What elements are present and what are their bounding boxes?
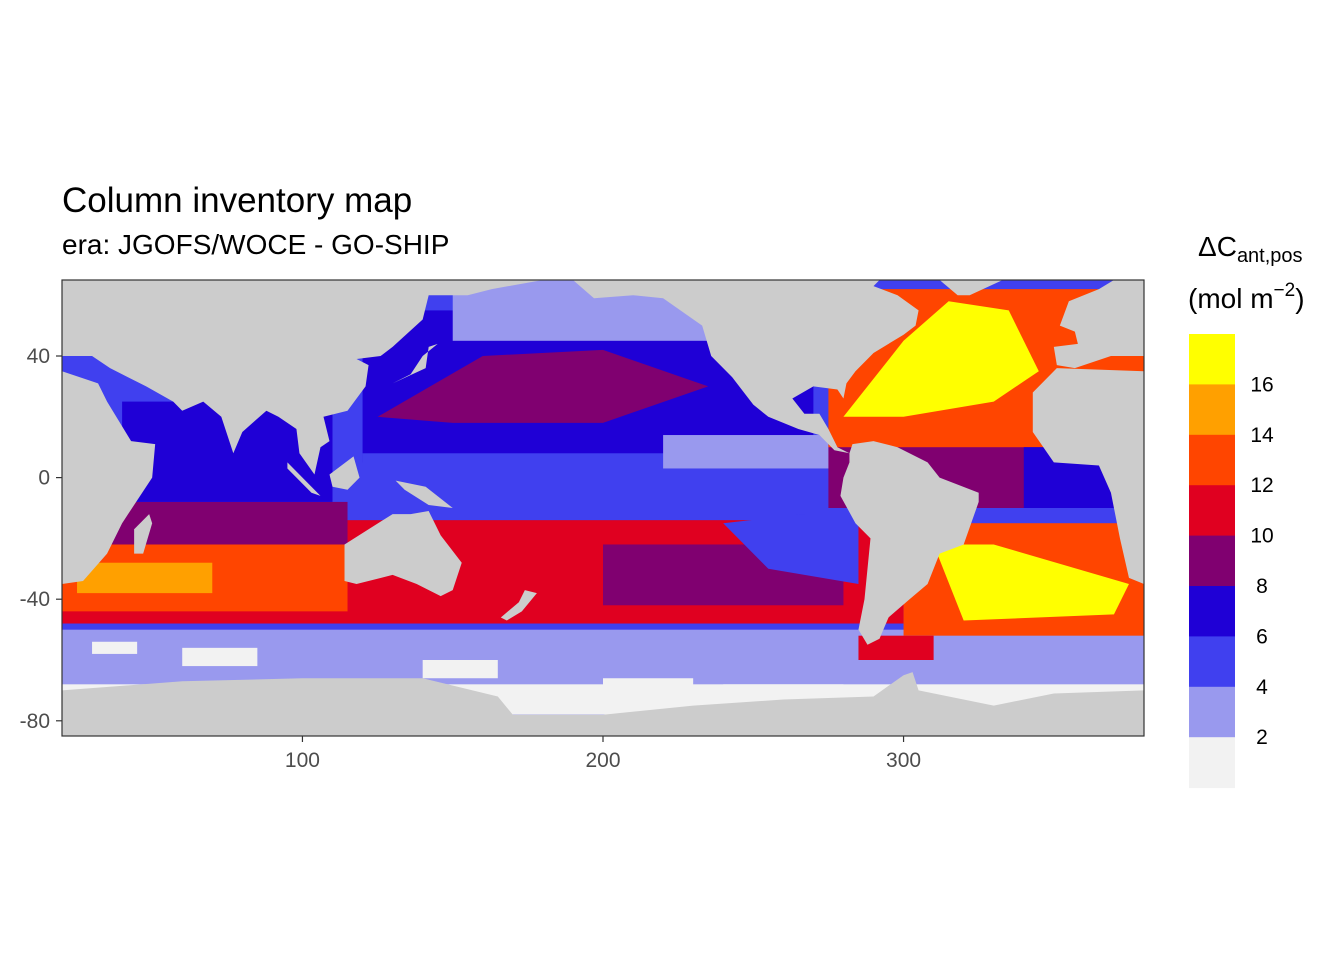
land-mask [344,511,462,597]
legend-unit: (mol m−2) [1188,280,1305,314]
legend-break-label: 2 [1256,726,1268,749]
plot-subtitle: era: JGOFS/WOCE - GO-SHIP [62,229,450,260]
land-mask [134,514,153,554]
legend-color-bin [1189,485,1235,537]
x-tick-label: 200 [585,749,620,772]
land-mask [500,590,537,621]
legend-color-bin [1189,686,1235,738]
legend-color-bin [1189,535,1235,587]
land-mask [939,280,1003,296]
legend-color-bin [1189,434,1235,486]
legend-break-label: 10 [1250,525,1273,548]
ocean-cell-region [843,301,1039,417]
ocean-cell-region [377,349,709,423]
ocean-cell-region [182,647,258,667]
y-tick-label: 0 [38,467,50,490]
y-tick-label: -40 [20,588,50,611]
map-panel [62,280,1144,736]
legend-break-label: 6 [1256,625,1268,648]
legend-break-label: 4 [1256,676,1268,699]
legend-color-bin [1189,334,1235,385]
ocean-cell-region [603,678,694,703]
legend-break-label: 16 [1250,373,1273,396]
x-tick-label: 300 [886,749,921,772]
ocean-cell-region [933,544,1129,621]
land-mask [287,462,321,496]
land-mask [572,280,919,454]
y-tick-label: -80 [20,710,50,733]
plot-title: Column inventory map [62,181,413,220]
land-mask [1032,368,1144,584]
legend-break-label: 12 [1250,474,1273,497]
legend-break-label: 14 [1250,424,1274,447]
land-mask [329,456,360,490]
ocean-cell-region [92,641,138,654]
legend: ΔCant,pos (mol m−2) 2 4 6 8 10 12 14 16 [1188,231,1305,789]
legend-color-bin [1189,586,1235,637]
legend-title: ΔCant,pos [1198,231,1303,267]
ocean-cell-region [723,684,844,697]
land-mask [62,280,543,475]
land-mask [62,672,1144,736]
land-mask [395,480,453,508]
land-mask [840,441,979,645]
ocean-cell-region [77,562,213,594]
legend-color-bin [1189,737,1235,789]
land-mask [392,343,438,384]
x-tick-label: 100 [285,749,320,772]
y-tick-label: 40 [27,345,50,368]
legend-color-bin [1189,636,1235,688]
ocean-cell-region [723,508,859,584]
land-mask [1053,280,1144,369]
land-mask [62,371,156,584]
ocean-cell-region [422,660,498,679]
legend-color-bin [1189,384,1235,436]
legend-break-label: 8 [1256,575,1268,598]
